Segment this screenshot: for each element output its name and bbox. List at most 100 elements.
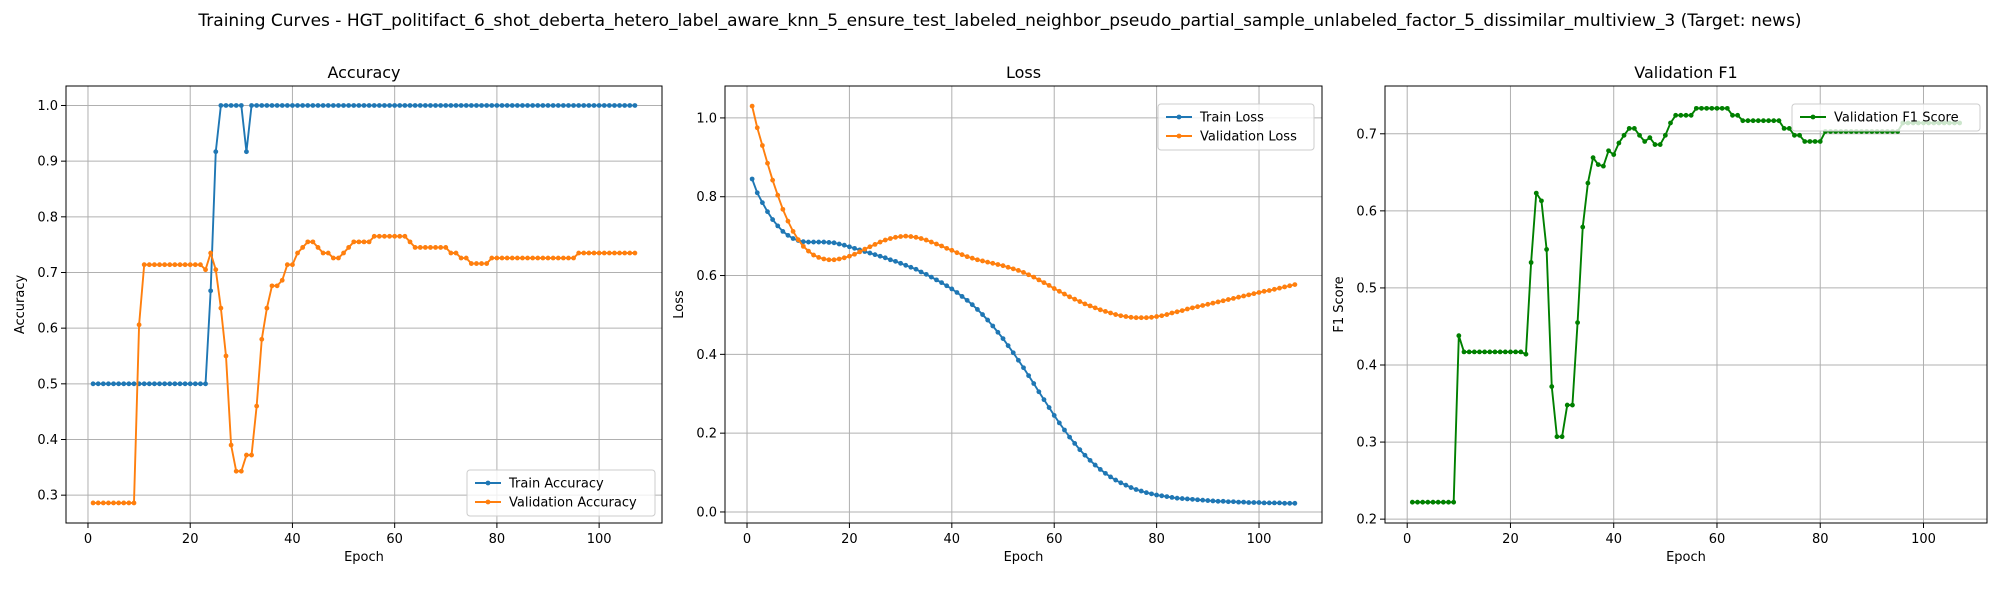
accuracy-x-axis-label: Epoch [344,550,384,565]
accuracy-data-point [458,103,464,108]
accuracy-data-point [576,103,582,108]
figure-title: Training Curves - HGT_politifact_6_shot_… [197,11,1801,31]
loss-y-tick-label: 0.4 [696,348,717,363]
loss-data-point [1205,301,1211,307]
accuracy-data-point [550,255,556,261]
accuracy-data-point [545,103,551,108]
accuracy-data-point [499,255,505,261]
loss-data-point [1277,500,1282,506]
loss-data-point [898,260,904,266]
loss-plot-area [749,103,1298,506]
accuracy-data-point [284,103,290,108]
loss-data-point [1113,312,1119,317]
f1-data-point [1477,349,1482,355]
loss-data-point [990,260,996,266]
accuracy-data-point [397,103,403,108]
f1-legend-box [1791,103,1981,132]
loss-data-point [831,257,837,263]
accuracy-data-point [412,245,418,250]
accuracy-data-point [146,262,152,268]
loss-data-point [1282,500,1288,506]
loss-series-1 [749,103,1298,321]
accuracy-data-point [121,381,127,387]
accuracy-data-point [509,255,515,261]
accuracy-data-point [152,381,157,387]
loss-data-point [1195,304,1200,310]
accuracy-data-point [474,261,479,266]
loss-data-point [847,244,852,250]
loss-data-point [1251,500,1257,505]
f1-data-point [1508,349,1513,355]
loss-data-point [831,240,837,246]
accuracy-data-point [121,500,127,506]
f1-y-tick-label: 0.4 [1356,359,1377,374]
loss-data-point [1246,292,1252,298]
loss-data-point [954,250,960,256]
loss-data-point [847,253,852,259]
loss-data-point [811,239,816,245]
loss-data-point [800,239,806,245]
accuracy-data-point [290,103,295,108]
f1-data-point [1523,351,1529,357]
accuracy-data-point [336,103,341,108]
loss-data-point [893,234,898,240]
accuracy-data-point [233,468,239,474]
accuracy-data-point [356,239,362,245]
accuracy-data-point [397,233,403,239]
accuracy-data-point [617,250,622,256]
loss-data-point [944,245,950,251]
loss-data-point [775,192,781,198]
accuracy-data-point [228,442,234,448]
loss-data-point [816,239,822,245]
loss-data-point [1072,441,1078,446]
accuracy-data-point [566,103,571,108]
loss-y-tick-label: 0.8 [696,190,717,205]
f1-data-point [1440,499,1446,505]
f1-data-point [1750,118,1756,124]
loss-data-point [1225,499,1231,505]
accuracy-data-point [351,239,357,245]
f1-data-point [1492,349,1498,355]
loss-data-point [1277,285,1282,291]
accuracy-data-point [596,250,602,256]
loss-data-point [1256,500,1262,505]
accuracy-data-point [591,250,597,256]
loss-data-point [754,125,760,131]
loss-data-point [975,257,980,263]
accuracy-data-point [571,255,576,261]
loss-data-point [969,302,975,308]
accuracy-data-point [494,103,500,108]
loss-data-point [790,229,796,234]
f1-data-point [1637,132,1642,138]
accuracy-data-point [310,239,316,245]
accuracy-y-tick-label: 0.7 [37,266,58,281]
accuracy-data-point [269,103,275,108]
accuracy-data-point [233,103,239,108]
f1-grid [1385,86,1987,523]
loss-y-tick-label: 1.0 [696,111,717,126]
loss-data-point [1231,295,1236,301]
loss-data-point [1046,282,1052,288]
accuracy-data-point [382,233,387,239]
accuracy-data-point [106,381,111,387]
accuracy-data-point [627,103,633,108]
accuracy-y-tick-label: 0.8 [37,210,58,225]
accuracy-data-point [172,381,178,387]
accuracy-x-tick-label: 80 [489,532,506,547]
f1-data-point [1435,499,1441,505]
loss-data-point [1082,301,1088,307]
f1-data-point [1466,349,1472,355]
f1-data-point [1430,499,1436,505]
loss-data-point [1179,496,1185,501]
accuracy-data-point [463,255,469,261]
f1-data-point [1657,142,1663,147]
accuracy-data-point [141,381,147,387]
loss-data-point [1010,266,1016,272]
accuracy-data-point [177,381,183,387]
f1-data-point [1595,162,1601,168]
accuracy-data-point [244,149,249,155]
loss-data-point [1113,477,1119,483]
loss-data-point [1200,497,1206,503]
loss-x-tick-label: 100 [1247,532,1272,547]
